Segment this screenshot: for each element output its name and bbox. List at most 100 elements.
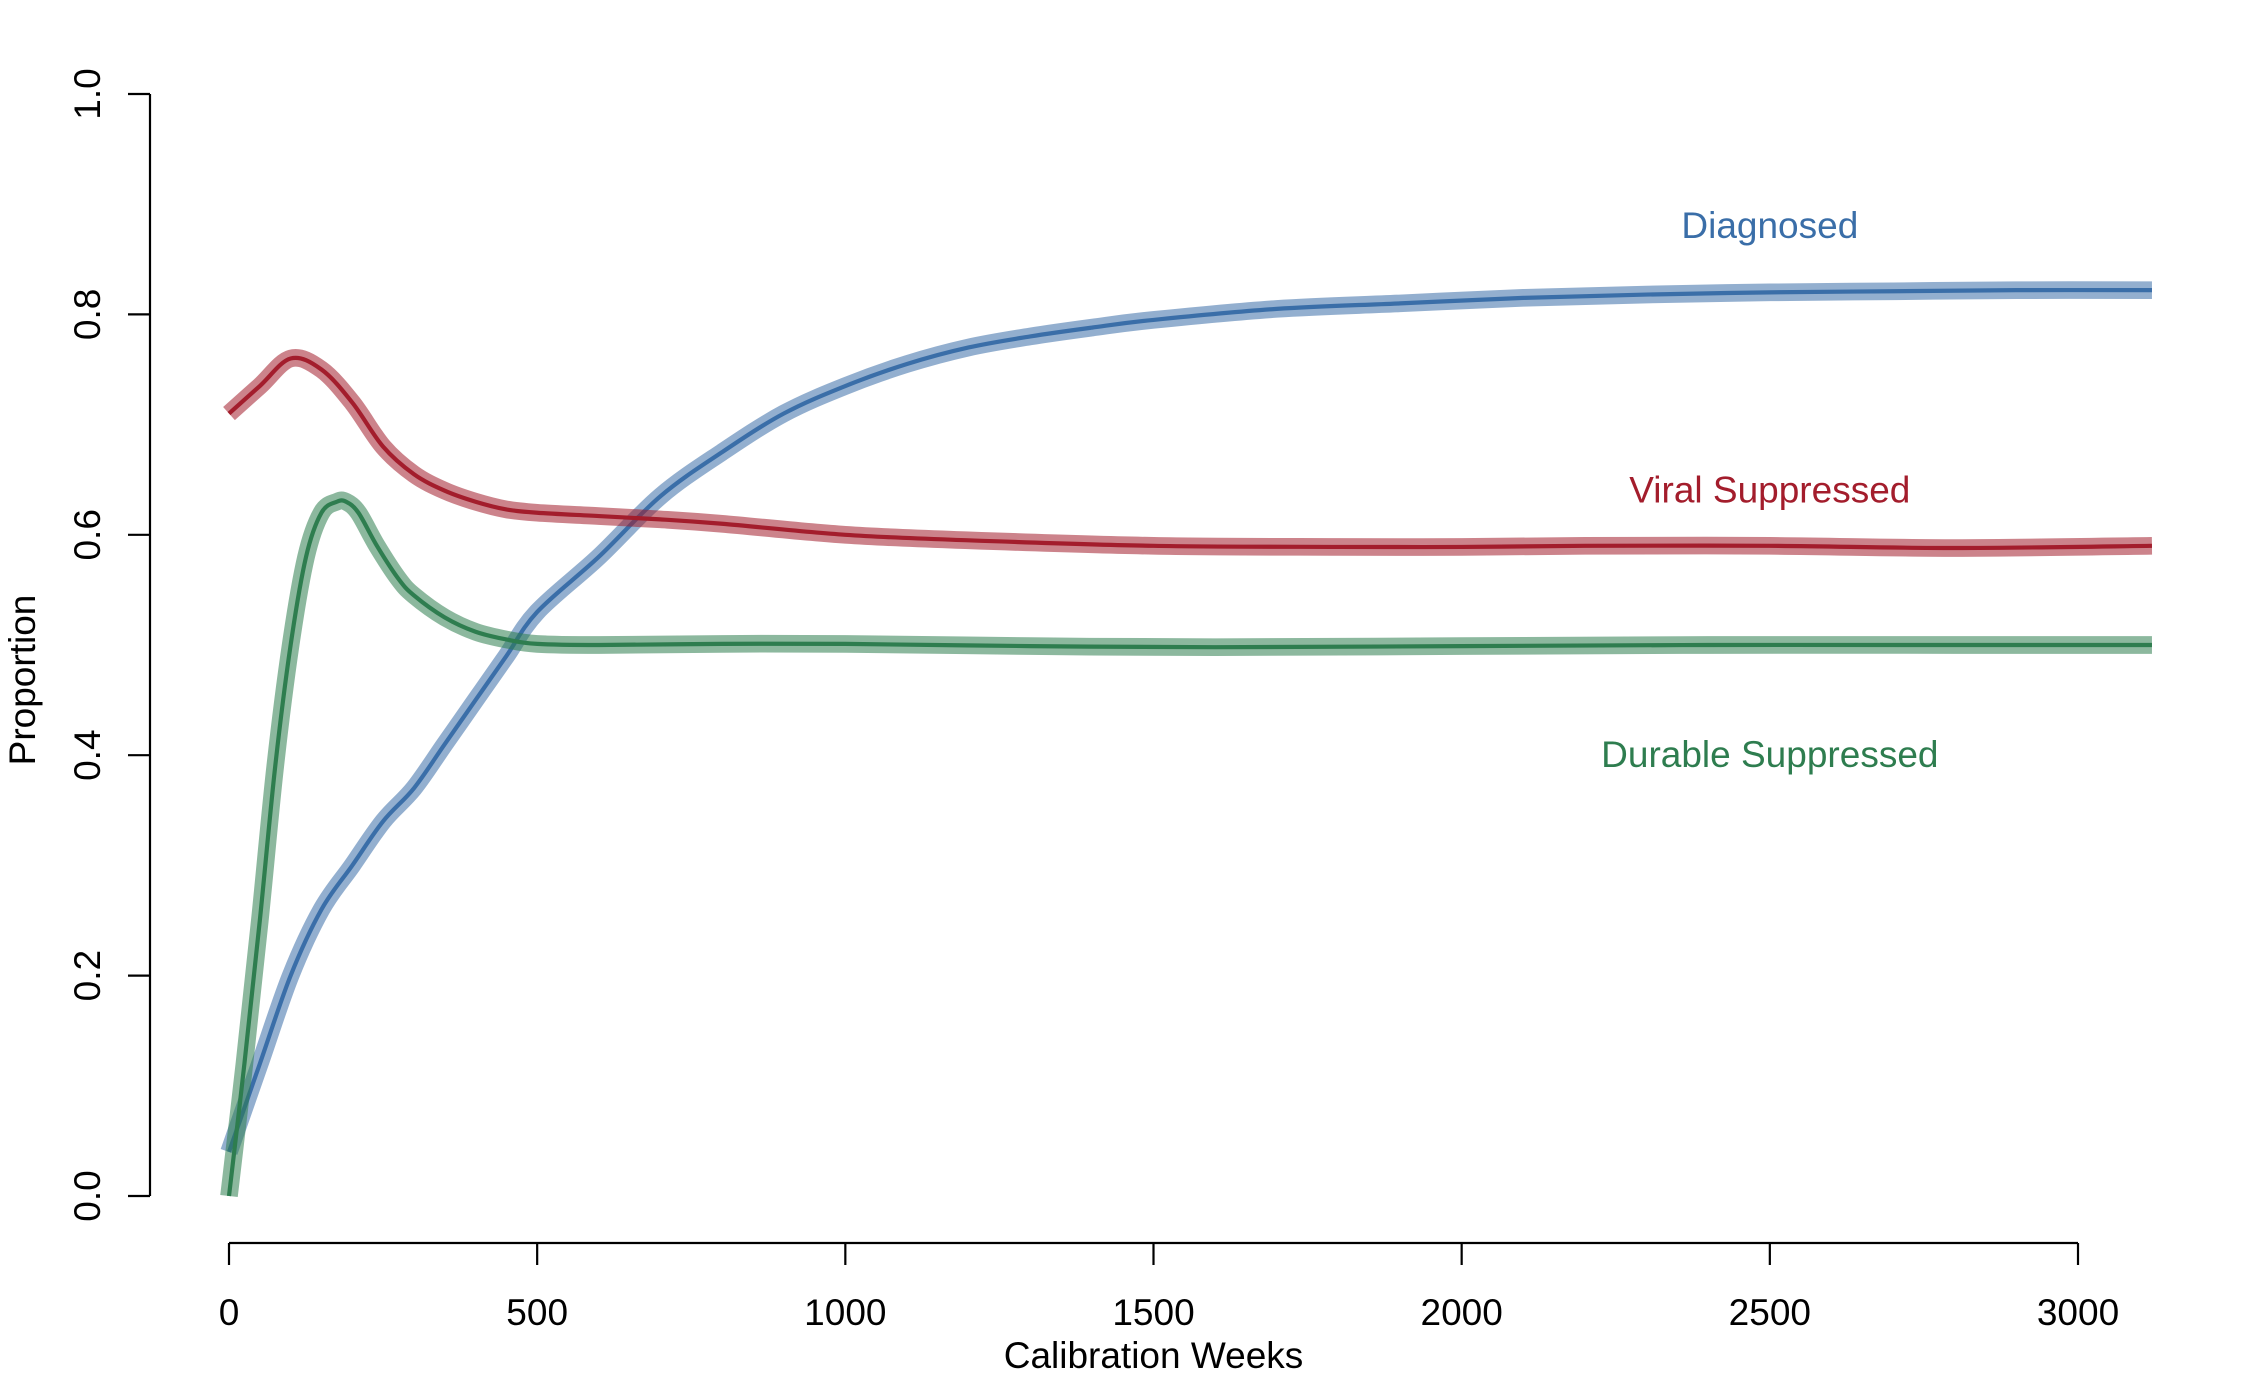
data-point: [1152, 544, 1155, 547]
data-point: [505, 655, 508, 658]
data-point: [320, 511, 323, 514]
data-point: [721, 642, 724, 645]
series-line-durable-suppressed: [226, 498, 2152, 1197]
series-line-diagnosed: [227, 287, 2152, 1153]
x-tick-label: 2500: [1729, 1292, 1811, 1333]
series-label-viral-suppressed: Viral Suppressed: [1629, 470, 1910, 511]
data-point: [375, 544, 378, 547]
x-tick-label: 1500: [1112, 1292, 1194, 1333]
y-tick-label: 0.4: [67, 729, 108, 780]
data-point: [1029, 645, 1032, 648]
data-point: [412, 594, 415, 597]
data-point: [844, 642, 847, 645]
y-tick-label: 0.2: [67, 950, 108, 1001]
data-point: [1337, 545, 1340, 548]
data-point: [258, 919, 261, 922]
series-band-diagnosed: [220, 281, 2152, 1155]
data-point: [320, 908, 323, 911]
data-point: [1953, 644, 1956, 647]
data-point: [412, 473, 415, 476]
series-label-layer: Diagnosed Viral Suppressed Durable Suppres…: [1601, 205, 1938, 775]
data-point: [1214, 646, 1217, 649]
data-point: [597, 515, 600, 518]
data-point: [1892, 290, 1895, 293]
data-point: [1707, 644, 1710, 647]
data-point: [258, 1062, 261, 1065]
y-axis-title: Proportion: [2, 595, 43, 766]
data-point: [1275, 307, 1278, 310]
data-point: [274, 765, 277, 768]
data-point: [351, 401, 354, 404]
data-point: [443, 616, 446, 619]
data-point: [397, 577, 400, 580]
data-point: [243, 1062, 246, 1065]
data-point: [1090, 326, 1093, 329]
data-point: [335, 500, 338, 503]
data-point: [1583, 544, 1586, 547]
y-tick-label: 0.8: [67, 289, 108, 340]
data-point: [382, 820, 385, 823]
series-viral-suppressed: [223, 349, 2153, 557]
data-point: [1768, 291, 1771, 294]
data-point: [1953, 547, 1956, 550]
y-tick-label: 1.0: [67, 68, 108, 119]
data-point: [844, 385, 847, 388]
data-point: [474, 500, 477, 503]
x-axis-title: Calibration Weeks: [1004, 1335, 1304, 1375]
x-tick-label: 2000: [1421, 1292, 1503, 1333]
series-line-viral-suppressed: [227, 355, 2152, 551]
series-band-viral-suppressed: [223, 349, 2153, 557]
series-band-durable-suppressed: [220, 491, 2152, 1198]
data-point: [412, 787, 415, 790]
data-point: [258, 385, 261, 388]
data-point: [782, 412, 785, 415]
data-point: [536, 642, 539, 645]
data-point: [320, 368, 323, 371]
data-point: [2150, 289, 2153, 292]
data-point: [1768, 544, 1771, 547]
data-point: [1645, 293, 1648, 296]
x-tick-label: 500: [506, 1292, 568, 1333]
data-point: [351, 864, 354, 867]
data-point: [474, 630, 477, 633]
data-point: [289, 974, 292, 977]
data-point: [443, 743, 446, 746]
data-point: [1399, 302, 1402, 305]
series-diagnosed: [220, 281, 2153, 1155]
y-tick-label: 0.6: [67, 509, 108, 560]
data-point: [289, 357, 292, 360]
data-point: [505, 508, 508, 511]
data-point: [1460, 545, 1463, 548]
series-layer: [220, 281, 2153, 1198]
y-tick-label: 0.0: [67, 1170, 108, 1221]
data-point: [659, 495, 662, 498]
data-point: [1522, 296, 1525, 299]
data-point: [967, 346, 970, 349]
x-axis: 0 500 1000 1500 2000 2500 3000: [219, 1241, 2119, 1333]
x-tick-label: 0: [219, 1292, 240, 1333]
data-point: [1152, 318, 1155, 321]
data-point: [2015, 289, 2018, 292]
data-point: [345, 500, 348, 503]
x-tick-label: 1000: [804, 1292, 886, 1333]
data-point: [289, 644, 292, 647]
data-point: [1029, 335, 1032, 338]
data-point: [536, 610, 539, 613]
data-point: [305, 555, 308, 558]
x-tick-label: 3000: [2037, 1292, 2119, 1333]
data-point: [721, 451, 724, 454]
data-point: [2150, 644, 2153, 647]
data-point: [597, 555, 600, 558]
data-point: [844, 533, 847, 536]
data-point: [721, 522, 724, 525]
series-durable-suppressed: [220, 491, 2153, 1198]
series-label-durable-suppressed: Durable Suppressed: [1601, 734, 1938, 775]
data-point: [382, 445, 385, 448]
data-point: [443, 489, 446, 492]
data-point: [474, 699, 477, 702]
data-point: [228, 412, 231, 415]
y-axis: 0.0 0.2 0.4 0.6 0.8 1.0: [67, 68, 152, 1222]
series-label-diagnosed: Diagnosed: [1681, 205, 1858, 246]
